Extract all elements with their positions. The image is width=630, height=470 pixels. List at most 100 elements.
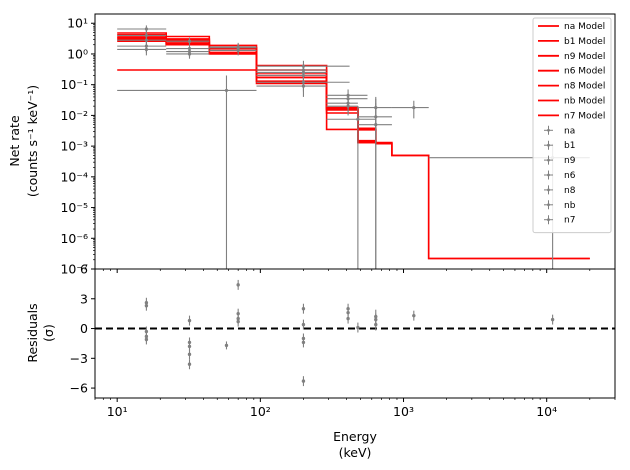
data-marker (144, 27, 149, 31)
legend-label: na (564, 126, 575, 136)
legend-label: n6 (564, 171, 576, 181)
residual-marker (236, 283, 240, 287)
top-y-axis-unit: (counts s⁻¹ keV⁻¹) (25, 85, 40, 197)
legend-entry-data: nb (544, 200, 576, 211)
residual-point (374, 309, 378, 324)
legend-marker-dot (547, 188, 550, 192)
legend-entry-model: n8 Model (538, 82, 605, 92)
residual-marker (187, 344, 192, 349)
residual-marker (412, 313, 416, 318)
legend-label: n7 Model (564, 111, 605, 121)
residual-marker (301, 306, 306, 311)
residual-marker (356, 325, 360, 330)
data-point-n9 (117, 40, 167, 53)
residual-marker (224, 343, 229, 348)
legend-entry-model: n6 Model (538, 67, 605, 77)
residual-marker (550, 317, 555, 322)
legend-label: n6 Model (564, 67, 605, 77)
residual-marker (346, 316, 350, 321)
legend-entry-data: b1 (544, 140, 575, 151)
top-y-axis-label: Net rate (7, 115, 22, 167)
residual-marker (236, 311, 240, 316)
data-marker (144, 47, 149, 52)
residual-point (301, 337, 306, 348)
data-point-n6 (117, 44, 167, 56)
residual-point (187, 349, 192, 360)
model-line-n6 (117, 38, 392, 145)
residual-marker (346, 310, 350, 315)
data-points (117, 25, 590, 269)
bottom-plot-frame (94, 268, 616, 399)
y-tick-label: −3 (70, 351, 88, 366)
x-tick-label: 10¹ (107, 404, 128, 419)
residual-point (346, 313, 350, 324)
legend-entry-data: n7 (544, 215, 575, 226)
data-marker (412, 105, 416, 110)
legend-label: nb Model (564, 97, 605, 107)
legend-entry-model: n9 Model (538, 52, 605, 62)
data-point-nb (209, 44, 257, 53)
data-marker (301, 84, 306, 88)
legend-marker-dot (547, 173, 550, 177)
y-tick-label: 6 (80, 262, 88, 277)
legend-entry-model: nb Model (538, 97, 605, 107)
data-point-na (391, 100, 429, 119)
model-line-n8 (117, 40, 392, 145)
data-point-na (166, 37, 210, 46)
data-marker (356, 117, 360, 121)
legend-entry-model: n7 Model (538, 111, 605, 121)
legend-label: b1 Model (564, 37, 605, 47)
data-point-n6 (256, 79, 327, 97)
legend-marker-dot (547, 143, 550, 147)
legend-label: b1 (564, 141, 575, 151)
y-tick-label: 10⁻¹ (60, 77, 88, 92)
residual-point (356, 322, 360, 333)
bottom-panel: 6 3 0 −3 −6 10¹ 10² 10³ 10⁴ Residuals (σ) Energy… (25, 262, 616, 460)
data-marker (224, 88, 229, 93)
y-tick-label: 10⁻³ (60, 139, 88, 154)
data-point-n7 (256, 64, 327, 76)
legend-marker-dot (547, 218, 550, 222)
x-axis-label: Energy (333, 429, 377, 444)
data-marker (374, 123, 378, 127)
data-point-n7 (166, 44, 210, 54)
data-marker (144, 33, 149, 38)
residual-point (550, 314, 555, 325)
residual-point (236, 279, 240, 290)
y-tick-label: 10⁻⁶ (60, 231, 88, 246)
model-line-b1 (117, 32, 590, 260)
y-tick-label: 10⁻⁴ (60, 169, 88, 184)
residual-point (144, 300, 149, 311)
legend-label: n7 (564, 216, 575, 226)
legend-marker-dot (547, 128, 550, 132)
data-marker (301, 68, 306, 72)
y-tick-label: 10⁻⁵ (60, 200, 88, 215)
residual-points (144, 279, 555, 387)
residual-marker (301, 340, 306, 345)
legend-marker-dot (547, 158, 550, 162)
data-marker (187, 39, 192, 43)
residual-point (301, 319, 306, 330)
x-axis-unit: (keV) (339, 445, 372, 460)
legend-label: n8 Model (564, 82, 605, 92)
legend-label: n9 (564, 156, 576, 166)
legend-box (532, 17, 612, 234)
legend-label: na Model (564, 22, 605, 32)
data-point-n6 (326, 96, 358, 113)
y-tick-label: 0 (80, 321, 88, 336)
legend-label: nb (564, 201, 576, 211)
model-step-lines (117, 32, 590, 260)
data-marker (346, 101, 350, 105)
residual-marker (301, 379, 306, 383)
residual-marker (236, 319, 240, 324)
y-tick-label: 10⁻⁷ (60, 262, 88, 277)
x-tick-label: 10² (250, 404, 271, 419)
y-tick-label: 10¹ (67, 16, 88, 31)
legend-entry-data: n8 (544, 185, 576, 196)
legend-entry-data: n6 (544, 170, 576, 181)
data-point-n9 (166, 48, 210, 59)
x-tick-label: 10³ (393, 404, 414, 419)
data-marker (187, 46, 192, 51)
legend-marker-dot (547, 203, 550, 207)
